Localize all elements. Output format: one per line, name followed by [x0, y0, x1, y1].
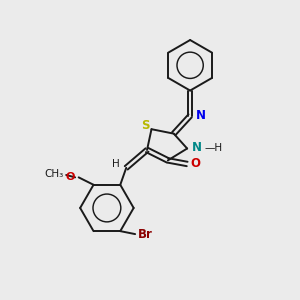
Text: O: O: [191, 158, 201, 170]
Text: N: N: [192, 141, 202, 154]
Text: S: S: [141, 118, 149, 131]
Text: Br: Br: [137, 228, 152, 241]
Text: O: O: [66, 172, 75, 182]
Text: —H: —H: [204, 142, 223, 153]
Text: N: N: [196, 109, 206, 122]
Text: H: H: [112, 159, 120, 169]
Text: CH₃: CH₃: [45, 169, 64, 179]
